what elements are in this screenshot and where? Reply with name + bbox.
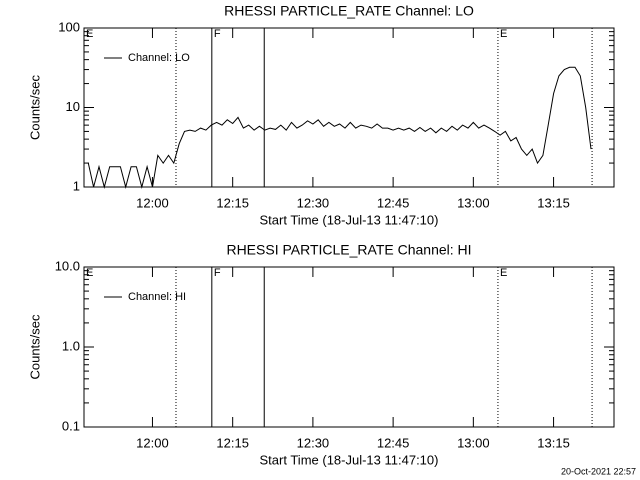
annotation: F: [214, 267, 221, 279]
x-tick-label: 13:00: [457, 195, 490, 210]
x-tick-label: 12:45: [377, 435, 410, 450]
x-tick-label: 12:15: [216, 195, 249, 210]
x-axis-label: Start Time (18-Jul-13 11:47:10): [260, 452, 439, 467]
chart-title: RHESSI PARTICLE_RATE Channel: HI: [226, 242, 471, 258]
annotation: E: [500, 28, 507, 40]
y-tick-label: 1: [73, 178, 80, 193]
y-tick-label: 1.0: [62, 338, 80, 353]
annotation: F: [214, 28, 221, 40]
chart-title: RHESSI PARTICLE_RATE Channel: LO: [224, 3, 474, 19]
legend-label: Channel: HI: [128, 291, 186, 303]
x-tick-label: 12:00: [136, 435, 169, 450]
footer: 20-Oct-2021 22:57: [561, 466, 636, 476]
y-tick-label: 10: [66, 99, 80, 114]
data-line: [87, 66, 592, 189]
x-tick-label: 13:00: [457, 435, 490, 450]
y-axis-label: Counts/sec: [27, 314, 42, 380]
y-axis-label: Counts/sec: [27, 74, 42, 140]
x-tick-label: 12:30: [297, 435, 330, 450]
x-tick-label: 12:00: [136, 195, 169, 210]
annotation: E: [86, 28, 93, 40]
y-tick-label: 100: [58, 19, 80, 34]
x-tick-label: 12:15: [216, 435, 249, 450]
legend-label: Channel: LO: [128, 52, 190, 64]
x-axis-label: Start Time (18-Jul-13 11:47:10): [260, 212, 439, 227]
annotation: E: [500, 267, 507, 279]
x-tick-label: 12:30: [297, 195, 330, 210]
x-tick-label: 13:15: [537, 195, 570, 210]
y-tick-label: 0.1: [62, 418, 80, 433]
x-tick-label: 12:45: [377, 195, 410, 210]
y-tick-label: 10.0: [55, 258, 80, 273]
x-tick-label: 13:15: [537, 435, 570, 450]
annotation: E: [86, 267, 93, 279]
